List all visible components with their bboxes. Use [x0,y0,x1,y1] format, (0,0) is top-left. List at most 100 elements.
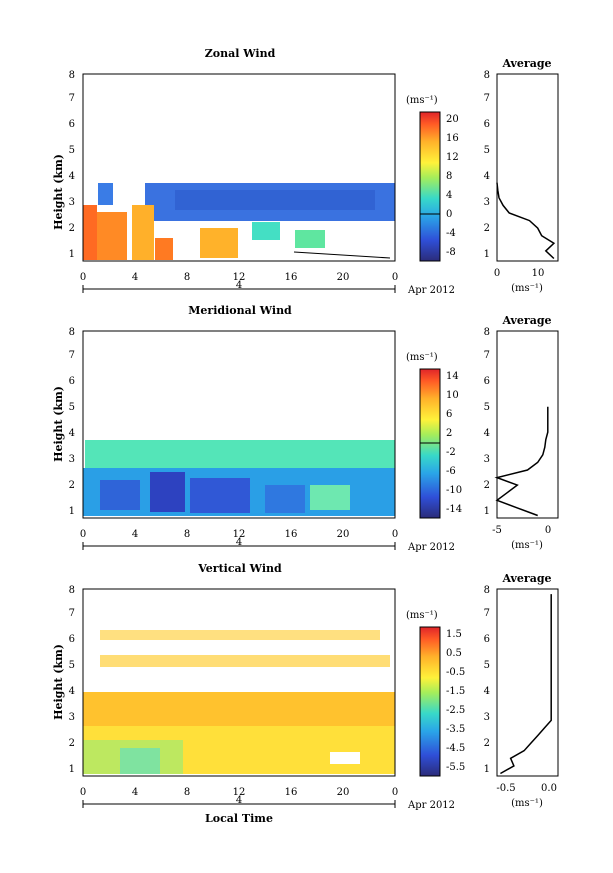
profile-x-label: (ms⁻¹) [511,540,543,551]
y-tick-label: 3 [69,197,75,208]
colorbar-tick: 2 [446,428,452,439]
plot-frame [82,330,396,519]
x-tick-label: 0 [392,529,398,540]
day-label: 4 [236,795,242,806]
colorbar-tick: -4 [446,228,456,239]
colorbar-tick: -14 [446,504,462,515]
y-tick-label: 7 [69,350,75,361]
y-tick-label: 5 [484,660,490,671]
x-tick-label: 8 [184,529,190,540]
x-tick-label: 4 [132,529,138,540]
colorbar-unit: (ms⁻¹) [406,352,438,363]
profile-x-tick: -0.5 [496,783,515,794]
x-tick-label: 8 [184,787,190,798]
day-label: 4 [236,280,242,291]
y-axis-label: Height (km) [52,154,65,230]
y-tick-label: 5 [69,660,75,671]
y-tick-label: 6 [69,376,75,387]
y-tick-label: 5 [484,402,490,413]
y-tick-label: 7 [484,608,490,619]
x-tick-label: 12 [233,272,246,283]
chart-title: Meridional Wind [188,304,292,317]
colorbar-tick: -5.5 [446,762,465,773]
x-tick-label: 16 [285,787,298,798]
x-tick-label: 0 [80,272,86,283]
y-tick-label: 3 [69,454,75,465]
x-ticks: 0 4 8 12 16 20 0 [80,272,398,283]
y-tick-label: 4 [484,171,490,182]
x-tick-label: 20 [337,529,350,540]
y-tick-label: 2 [69,223,75,234]
colorbar-tick: 0 [446,209,452,220]
profile-frame [496,588,559,777]
colorbar-tick: -1.5 [446,686,465,697]
y-axis-label: Height (km) [52,386,65,462]
profile-title: Average [501,314,551,327]
x-tick-label: 8 [184,272,190,283]
profile-frame [496,330,559,519]
contour-line [293,251,391,259]
x-axis-label: Local Time [205,812,273,825]
date-label: Apr 2012 [407,542,455,553]
x-ticks: 0 4 8 12 16 20 0 [80,787,398,798]
colorbar-tick: 8 [446,171,452,182]
y-tick-label: 8 [69,327,75,338]
x-tick-label: 0 [392,272,398,283]
y-tick-label: 4 [69,686,75,697]
x-tick-label: 0 [80,787,86,798]
colorbar-tick: 16 [446,133,459,144]
y-tick-label: 2 [484,223,490,234]
y-tick-label: 7 [69,608,75,619]
colorbar-tick: 10 [446,390,459,401]
colorbar-tick: 6 [446,409,452,420]
x-tick-label: 0 [80,529,86,540]
y-tick-label: 4 [69,171,75,182]
x-tick-label: 20 [337,272,350,283]
x-tick-label: 0 [392,787,398,798]
y-tick-label: 5 [484,145,490,156]
colorbar-tick: -2 [446,447,456,458]
average-profile: Average 1 2 3 4 5 6 7 8 -5 0 (ms⁻¹) [484,314,559,551]
y-ticks: 1 2 3 4 5 6 7 8 [69,585,75,775]
x-tick-label: 4 [132,272,138,283]
colorbar-tick: 14 [446,371,459,382]
plot-frame [82,588,396,777]
x-tick-label: 16 [285,272,298,283]
colorbar-gradient [419,626,441,777]
y-tick-label: 8 [69,585,75,596]
profile-x-tick: 0 [494,268,500,279]
x-tick-label: 4 [132,787,138,798]
profile-x-tick: 0 [545,525,551,536]
plot-frame [82,73,396,262]
y-tick-label: 1 [69,249,75,260]
y-ticks: 1 2 3 4 5 6 7 8 [69,327,75,517]
profile-x-label: (ms⁻¹) [511,798,543,809]
y-tick-label: 4 [484,428,490,439]
profile-x-label: (ms⁻¹) [511,283,543,294]
colorbar-tick: 0.5 [446,648,462,659]
profile-frame [496,73,559,262]
y-tick-label: 3 [484,712,490,723]
panel-meridional-wind: Meridional Wind Height (km) 1 2 3 4 5 6 … [52,304,559,553]
heatmap-field [83,183,395,260]
colorbar: (ms⁻¹) 1.5 0.5 -0.5 -1.5 -2.5 -3.5 -4.5 … [406,610,465,777]
y-tick-label: 2 [484,480,490,491]
y-tick-label: 1 [484,249,490,260]
y-tick-label: 3 [69,712,75,723]
y-tick-label: 8 [69,70,75,81]
y-tick-label: 1 [484,764,490,775]
y-tick-label: 8 [484,70,490,81]
y-tick-label: 6 [69,634,75,645]
colorbar-tick: -8 [446,247,456,258]
x-tick-label: 20 [337,787,350,798]
colorbar-tick: -10 [446,485,462,496]
y-tick-label: 7 [484,350,490,361]
y-tick-label: 6 [69,119,75,130]
panel-zonal-wind: Zonal Wind Height (km) 1 2 3 4 5 6 7 8 [52,47,559,296]
colorbar-tick: -6 [446,466,456,477]
profile-x-tick: 0.0 [541,783,557,794]
y-ticks: 1 2 3 4 5 6 7 8 [69,70,75,260]
y-tick-label: 1 [69,506,75,517]
colorbar-tick: 4 [446,190,452,201]
